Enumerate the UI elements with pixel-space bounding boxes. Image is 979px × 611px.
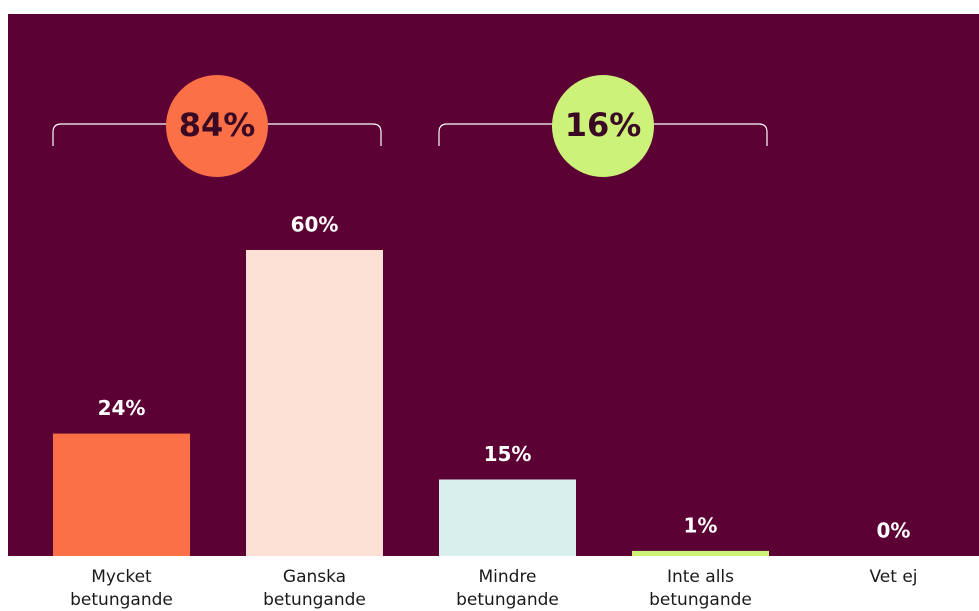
x-tick-label: Vet ej xyxy=(869,567,918,587)
value-label: 0% xyxy=(877,519,911,543)
group-label: 84% xyxy=(179,106,256,144)
value-label: 24% xyxy=(98,396,146,420)
bar xyxy=(632,550,769,556)
x-tick-label: Mycket betungande xyxy=(70,567,173,610)
bar xyxy=(53,433,190,556)
x-tick-label: Ganska betungande xyxy=(263,567,366,610)
group-circle xyxy=(552,75,654,177)
value-label: 60% xyxy=(291,213,339,237)
group-label: 16% xyxy=(565,106,642,144)
group-circle xyxy=(166,75,268,177)
value-label: 15% xyxy=(484,442,532,466)
value-label: 1% xyxy=(684,513,718,537)
bar xyxy=(246,250,383,556)
x-tick-label: Inte alls betungande xyxy=(649,567,752,610)
x-tick-label: Mindre betungande xyxy=(456,567,559,610)
bar xyxy=(439,479,576,556)
